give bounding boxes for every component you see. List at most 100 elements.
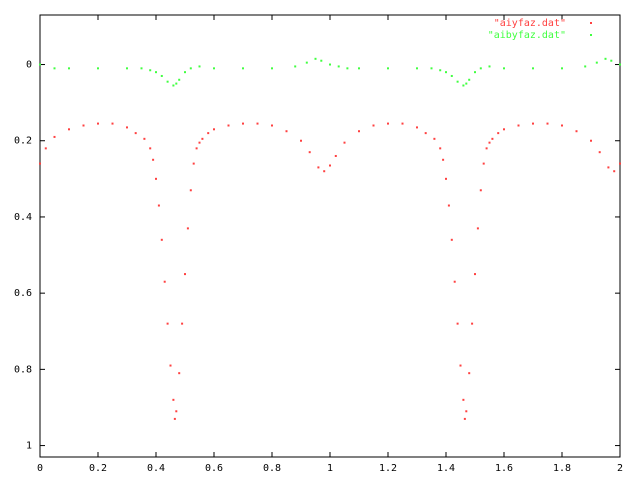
series-0-point [155, 177, 157, 180]
x-tick-label: 1.8 [553, 463, 571, 474]
series-0-point [442, 158, 445, 161]
series-0-point [198, 141, 201, 144]
series-0-point [184, 273, 186, 276]
series-1-point [175, 82, 178, 85]
series-0-point [468, 372, 471, 375]
series-0-point [343, 141, 346, 144]
series-1-point [387, 67, 389, 70]
series-1-point [166, 80, 169, 83]
series-0-point [497, 132, 500, 135]
series-0-point [465, 410, 468, 413]
series-0-point [39, 162, 41, 165]
series-0-point [453, 280, 456, 283]
legend-swatch-0 [590, 22, 592, 24]
series-0-point [358, 130, 360, 133]
series-1-point [479, 67, 482, 70]
series-1-point [97, 67, 99, 70]
series-1-point [595, 61, 598, 64]
series-1-point [184, 71, 186, 74]
series-0-point [82, 124, 85, 127]
series-0-point [439, 147, 442, 150]
series-1-point [610, 59, 613, 62]
series-1-point [503, 67, 505, 70]
x-tick-label: 1.2 [379, 463, 397, 474]
series-0-point [416, 126, 418, 129]
y-tick-label: 0.2 [14, 136, 32, 147]
series-1-point [346, 67, 349, 70]
series-0-point [213, 128, 215, 131]
series-1-point [584, 65, 587, 68]
y-tick-label: 0.4 [14, 212, 32, 223]
series-0-point [334, 154, 337, 157]
series-0-point [134, 132, 137, 135]
series-0-point [329, 164, 331, 167]
series-1-point [305, 61, 308, 64]
series-0-point [149, 147, 152, 150]
series-1-point [271, 67, 273, 70]
x-tick-label: 0 [37, 463, 43, 474]
series-1-point [474, 71, 476, 74]
series-0-point [192, 162, 195, 165]
legend: "aiyfaz.dat""aibyfaz.dat" [488, 18, 592, 41]
y-axis-ticks: 0 0.2 0.4 0.6 0.8 1 [14, 60, 620, 452]
series-0-point [189, 189, 192, 192]
legend-label-0: "aiyfaz.dat" [494, 18, 566, 29]
series-0-point [169, 364, 172, 367]
series-0-point [401, 122, 404, 125]
series-0-point [173, 417, 176, 420]
series-1-point [126, 67, 128, 70]
series-0-points [39, 122, 621, 420]
series-0-point [546, 122, 549, 125]
series-1-point [149, 69, 152, 72]
series-0-point [607, 166, 610, 169]
data-series [39, 57, 621, 420]
series-0-point [163, 280, 166, 283]
series-0-point [462, 398, 465, 401]
series-0-point [447, 204, 450, 207]
series-0-point [160, 238, 163, 241]
series-0-point [532, 122, 534, 125]
series-0-point [471, 322, 474, 325]
series-0-point [517, 124, 520, 127]
series-0-point [178, 372, 181, 375]
x-tick-label: 0.2 [89, 463, 107, 474]
y-tick-label: 1 [26, 441, 32, 452]
x-tick-label: 0.8 [263, 463, 281, 474]
series-0-point [242, 122, 244, 125]
x-tick-label: 0.4 [147, 463, 165, 474]
plot-frame [39, 14, 621, 458]
series-0-point [97, 122, 99, 125]
series-0-point [590, 139, 592, 142]
series-1-point [53, 67, 56, 70]
series-0-point [53, 135, 56, 138]
series-0-point [227, 124, 230, 127]
series-0-point [463, 417, 466, 420]
series-1-point [468, 78, 471, 81]
series-0-point [181, 322, 184, 325]
series-1-points [39, 57, 621, 87]
series-1-point [320, 59, 323, 62]
series-0-point [450, 238, 453, 241]
series-0-point [619, 162, 621, 165]
series-1-point [488, 65, 491, 68]
series-1-point [337, 65, 340, 68]
series-0-point [111, 122, 114, 125]
series-0-point [561, 124, 563, 127]
series-0-point [598, 151, 601, 154]
series-1-point [213, 67, 215, 70]
series-0-point [44, 147, 47, 150]
series-0-point [207, 132, 210, 135]
series-1-point [329, 63, 331, 66]
series-0-point [201, 137, 204, 140]
series-0-point [68, 128, 70, 131]
series-1-point [561, 67, 563, 70]
series-1-point [430, 67, 433, 70]
series-0-point [152, 158, 155, 161]
series-0-point [488, 141, 491, 144]
y-tick-label: 0 [26, 60, 32, 71]
series-0-point [143, 137, 146, 140]
series-0-point [387, 122, 389, 125]
x-tick-label: 2 [617, 463, 623, 474]
series-0-point [575, 130, 578, 133]
series-1-point [140, 67, 143, 70]
